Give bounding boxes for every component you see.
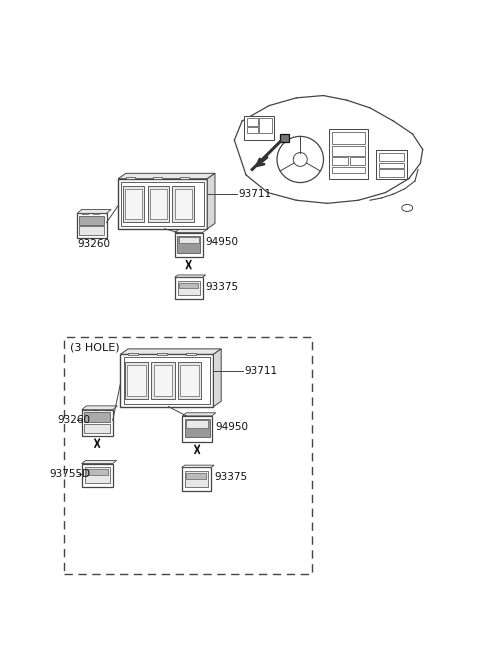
Bar bbox=[186, 473, 206, 479]
Bar bbox=[332, 146, 365, 156]
Bar bbox=[128, 353, 138, 355]
Text: 93260: 93260 bbox=[57, 415, 90, 426]
Bar bbox=[379, 153, 404, 161]
Bar bbox=[98, 407, 105, 411]
Bar bbox=[350, 157, 365, 165]
Bar bbox=[379, 170, 404, 177]
Bar bbox=[127, 365, 146, 396]
Bar bbox=[118, 179, 207, 229]
Bar bbox=[84, 412, 110, 422]
Bar bbox=[86, 407, 93, 411]
Text: 93711: 93711 bbox=[244, 366, 277, 376]
Bar bbox=[79, 215, 104, 225]
Bar bbox=[244, 115, 274, 140]
Bar bbox=[247, 118, 258, 126]
Bar bbox=[280, 134, 289, 141]
Bar bbox=[186, 353, 196, 355]
Bar bbox=[177, 236, 200, 253]
Polygon shape bbox=[182, 413, 216, 416]
Polygon shape bbox=[120, 349, 221, 354]
Text: 93755D: 93755D bbox=[49, 468, 90, 479]
Bar bbox=[180, 283, 198, 288]
Bar bbox=[172, 187, 194, 222]
Bar bbox=[64, 337, 312, 574]
Bar bbox=[82, 464, 113, 487]
Bar bbox=[82, 210, 88, 214]
Bar bbox=[93, 210, 99, 214]
Bar bbox=[332, 157, 348, 165]
Bar bbox=[157, 353, 167, 355]
Bar bbox=[153, 177, 162, 179]
Bar bbox=[332, 167, 365, 174]
Bar bbox=[79, 227, 104, 235]
Bar bbox=[259, 118, 272, 133]
Text: 93375: 93375 bbox=[206, 282, 239, 291]
Polygon shape bbox=[77, 210, 111, 214]
Polygon shape bbox=[175, 275, 206, 277]
Polygon shape bbox=[175, 229, 206, 233]
Bar bbox=[182, 416, 212, 442]
Bar bbox=[178, 362, 201, 399]
Bar bbox=[175, 233, 203, 257]
Bar bbox=[329, 128, 368, 179]
Text: 93711: 93711 bbox=[238, 189, 271, 199]
Bar bbox=[185, 472, 208, 487]
Bar bbox=[126, 177, 135, 179]
Text: 93260: 93260 bbox=[78, 239, 111, 249]
Text: (3 HOLE): (3 HOLE) bbox=[70, 343, 120, 352]
Text: 93375: 93375 bbox=[214, 472, 247, 483]
Bar bbox=[379, 163, 404, 168]
Bar bbox=[150, 189, 167, 219]
Bar bbox=[82, 409, 113, 436]
Bar bbox=[186, 421, 208, 428]
Bar bbox=[154, 365, 172, 396]
Polygon shape bbox=[207, 174, 215, 229]
Bar bbox=[180, 365, 199, 396]
Bar bbox=[147, 187, 169, 222]
Bar bbox=[179, 237, 199, 244]
Bar bbox=[125, 189, 142, 219]
Polygon shape bbox=[82, 460, 117, 464]
Text: 94950: 94950 bbox=[215, 422, 248, 432]
Polygon shape bbox=[118, 174, 215, 179]
Bar bbox=[178, 281, 200, 295]
Bar bbox=[181, 468, 211, 491]
Bar bbox=[125, 362, 148, 399]
Polygon shape bbox=[82, 406, 117, 409]
Bar bbox=[175, 189, 192, 219]
Bar bbox=[180, 177, 190, 179]
Bar bbox=[247, 127, 258, 133]
Bar bbox=[185, 419, 210, 438]
Bar bbox=[152, 362, 175, 399]
Bar bbox=[85, 468, 109, 483]
Bar bbox=[376, 150, 407, 179]
Bar bbox=[84, 424, 110, 433]
Bar bbox=[86, 469, 108, 475]
Bar bbox=[175, 277, 203, 299]
Bar bbox=[77, 214, 107, 238]
Text: 94950: 94950 bbox=[206, 237, 239, 247]
Bar bbox=[123, 358, 210, 403]
Bar bbox=[121, 182, 204, 226]
Bar bbox=[332, 132, 365, 144]
Bar bbox=[123, 187, 144, 222]
Polygon shape bbox=[214, 349, 221, 407]
Polygon shape bbox=[181, 465, 214, 468]
Bar bbox=[120, 354, 214, 407]
